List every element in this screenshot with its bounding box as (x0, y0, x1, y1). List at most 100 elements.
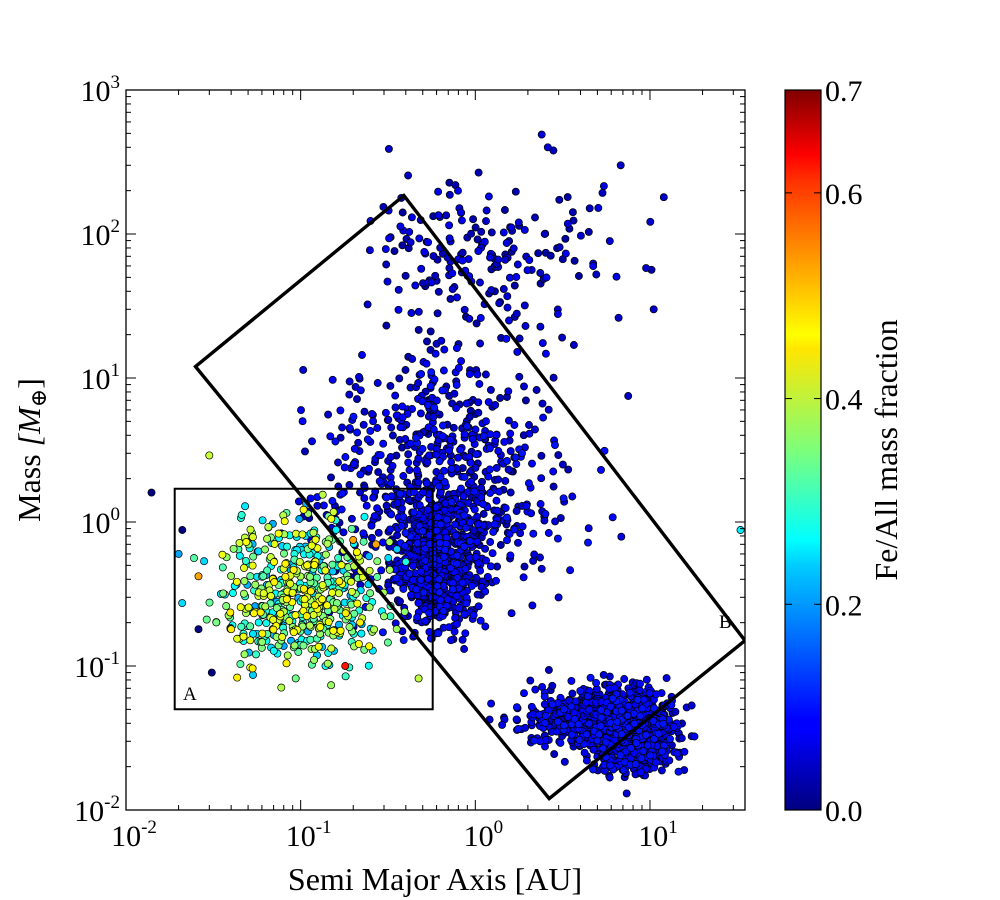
data-point (632, 739, 641, 747)
data-point (560, 705, 568, 714)
data-point (341, 609, 350, 618)
data-point (453, 573, 462, 582)
data-point (440, 345, 449, 354)
data-point (467, 477, 476, 486)
data-point (659, 719, 668, 728)
data-point (263, 534, 272, 543)
data-point (359, 420, 368, 429)
data-point (592, 678, 601, 687)
y-axis-title-text: Mass (11, 446, 47, 522)
data-point (538, 399, 547, 408)
data-point (372, 540, 380, 549)
x-tick-label: 10-2 (111, 817, 157, 853)
data-point (476, 566, 485, 575)
data-point (510, 525, 519, 534)
data-point (407, 591, 415, 600)
data-point (454, 363, 463, 372)
data-point (205, 451, 214, 460)
data-point (454, 186, 462, 195)
data-point (277, 683, 286, 692)
data-point (384, 415, 393, 424)
data-point (525, 421, 533, 429)
data-point (537, 451, 546, 460)
data-point (399, 636, 408, 645)
data-point (439, 552, 448, 561)
data-point (576, 686, 585, 695)
data-point (466, 458, 475, 467)
data-point (486, 253, 494, 262)
data-point (555, 243, 564, 252)
data-point (355, 372, 363, 381)
data-point (536, 269, 545, 277)
data-point (540, 692, 549, 701)
data-point (434, 629, 443, 638)
data-point (447, 498, 456, 507)
data-point (472, 450, 481, 459)
data-point (405, 466, 414, 475)
data-point (391, 391, 400, 400)
data-point (512, 715, 521, 724)
data-point (447, 636, 455, 645)
data-point (190, 554, 198, 563)
data-point (359, 537, 368, 546)
data-point (513, 260, 522, 269)
y-axis-title-close: ] (11, 378, 47, 389)
data-point (453, 551, 462, 560)
x-tick-label: 100 (464, 817, 504, 853)
data-point (328, 560, 337, 569)
data-point (585, 204, 594, 213)
data-point (248, 561, 257, 570)
data-point (642, 675, 651, 684)
data-point (555, 195, 564, 204)
data-point (460, 645, 469, 653)
data-point (430, 375, 439, 384)
data-point (415, 234, 424, 243)
data-point (633, 695, 642, 704)
data-point (452, 381, 461, 389)
data-point (520, 689, 528, 698)
data-point (202, 615, 211, 624)
data-point (305, 621, 314, 630)
data-point (374, 528, 383, 537)
data-point (442, 211, 451, 220)
data-point (241, 502, 250, 511)
data-point (544, 405, 553, 414)
data-point (541, 349, 550, 358)
data-point (299, 641, 308, 650)
data-point (452, 404, 461, 413)
data-point (637, 754, 646, 763)
data-point (228, 589, 237, 598)
data-point (363, 300, 372, 309)
data-point (385, 565, 394, 574)
colorbar-label: Fe/All mass fraction (868, 319, 904, 580)
data-point (241, 556, 250, 565)
data-point (384, 554, 393, 562)
data-point (528, 459, 536, 468)
data-point (479, 431, 488, 440)
data-point (435, 539, 444, 548)
data-point (470, 505, 479, 514)
data-point (270, 578, 279, 587)
data-point (281, 572, 290, 581)
data-point (662, 674, 671, 683)
data-point (642, 264, 651, 273)
data-point (327, 514, 336, 523)
data-point (394, 285, 403, 294)
data-point (419, 588, 428, 597)
data-point (477, 493, 486, 502)
data-point (460, 511, 469, 520)
colorbar-tick-label: 0.0 (825, 795, 863, 828)
data-point (646, 217, 655, 226)
data-point (530, 550, 539, 559)
data-point (499, 285, 508, 293)
data-point (468, 435, 477, 443)
data-point (515, 372, 524, 381)
data-point (326, 432, 335, 441)
data-point (540, 516, 549, 525)
data-point (401, 528, 410, 537)
data-point (242, 538, 251, 546)
data-point (336, 626, 345, 635)
data-point (438, 386, 447, 395)
data-point (341, 662, 350, 670)
